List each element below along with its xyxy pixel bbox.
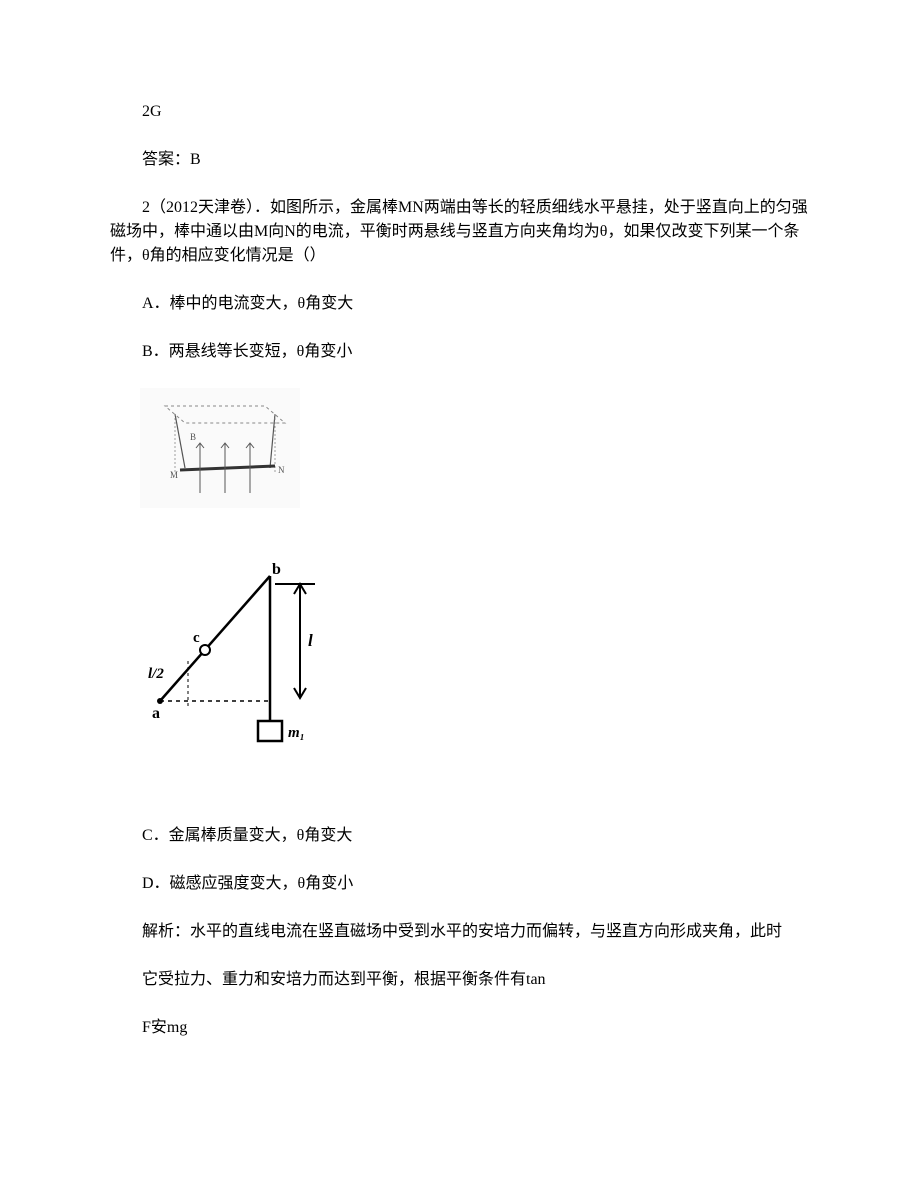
figure-1-svg: M N B xyxy=(140,388,300,508)
fig2-label-b: b xyxy=(272,561,281,578)
fig2-label-l2: l/2 xyxy=(148,666,164,682)
fig2-label-l: l xyxy=(308,631,313,650)
figure-2-container: a b c l l/2 m₁ xyxy=(140,536,810,764)
explanation-part2: 它受拉力、重力和安培力而达到平衡，根据平衡条件有tan xyxy=(110,968,810,992)
option-d: D．磁感应强度变大，θ角变小 xyxy=(110,872,810,896)
option-c: C．金属棒质量变大，θ角变大 xyxy=(110,824,810,848)
spacer xyxy=(110,784,810,824)
fig1-label-n: N xyxy=(278,465,285,475)
option-b: B．两悬线等长变短，θ角变小 xyxy=(110,340,810,364)
fig1-label-m: M xyxy=(170,470,178,480)
figure-1-container: M N B xyxy=(140,388,810,516)
formula-line: 2G xyxy=(110,100,810,124)
fig1-label-b: B xyxy=(190,432,196,442)
answer-line: 答案：B xyxy=(110,148,810,172)
explanation-part1: 解析：水平的直线电流在竖直磁场中受到水平的安培力而偏转，与竖直方向形成夹角，此时 xyxy=(110,920,810,944)
question-stem: 2（2012天津卷）．如图所示，金属棒MN两端由等长的轻质细线水平悬挂，处于竖直… xyxy=(110,196,810,268)
fig2-label-a: a xyxy=(152,705,160,722)
option-a: A．棒中的电流变大，θ角变大 xyxy=(110,292,810,316)
explanation-part3: F安mg xyxy=(110,1016,810,1040)
figure-2-svg: a b c l l/2 m₁ xyxy=(140,546,340,756)
fig2-label-m1: m₁ xyxy=(288,725,305,741)
fig2-label-c: c xyxy=(193,630,200,646)
